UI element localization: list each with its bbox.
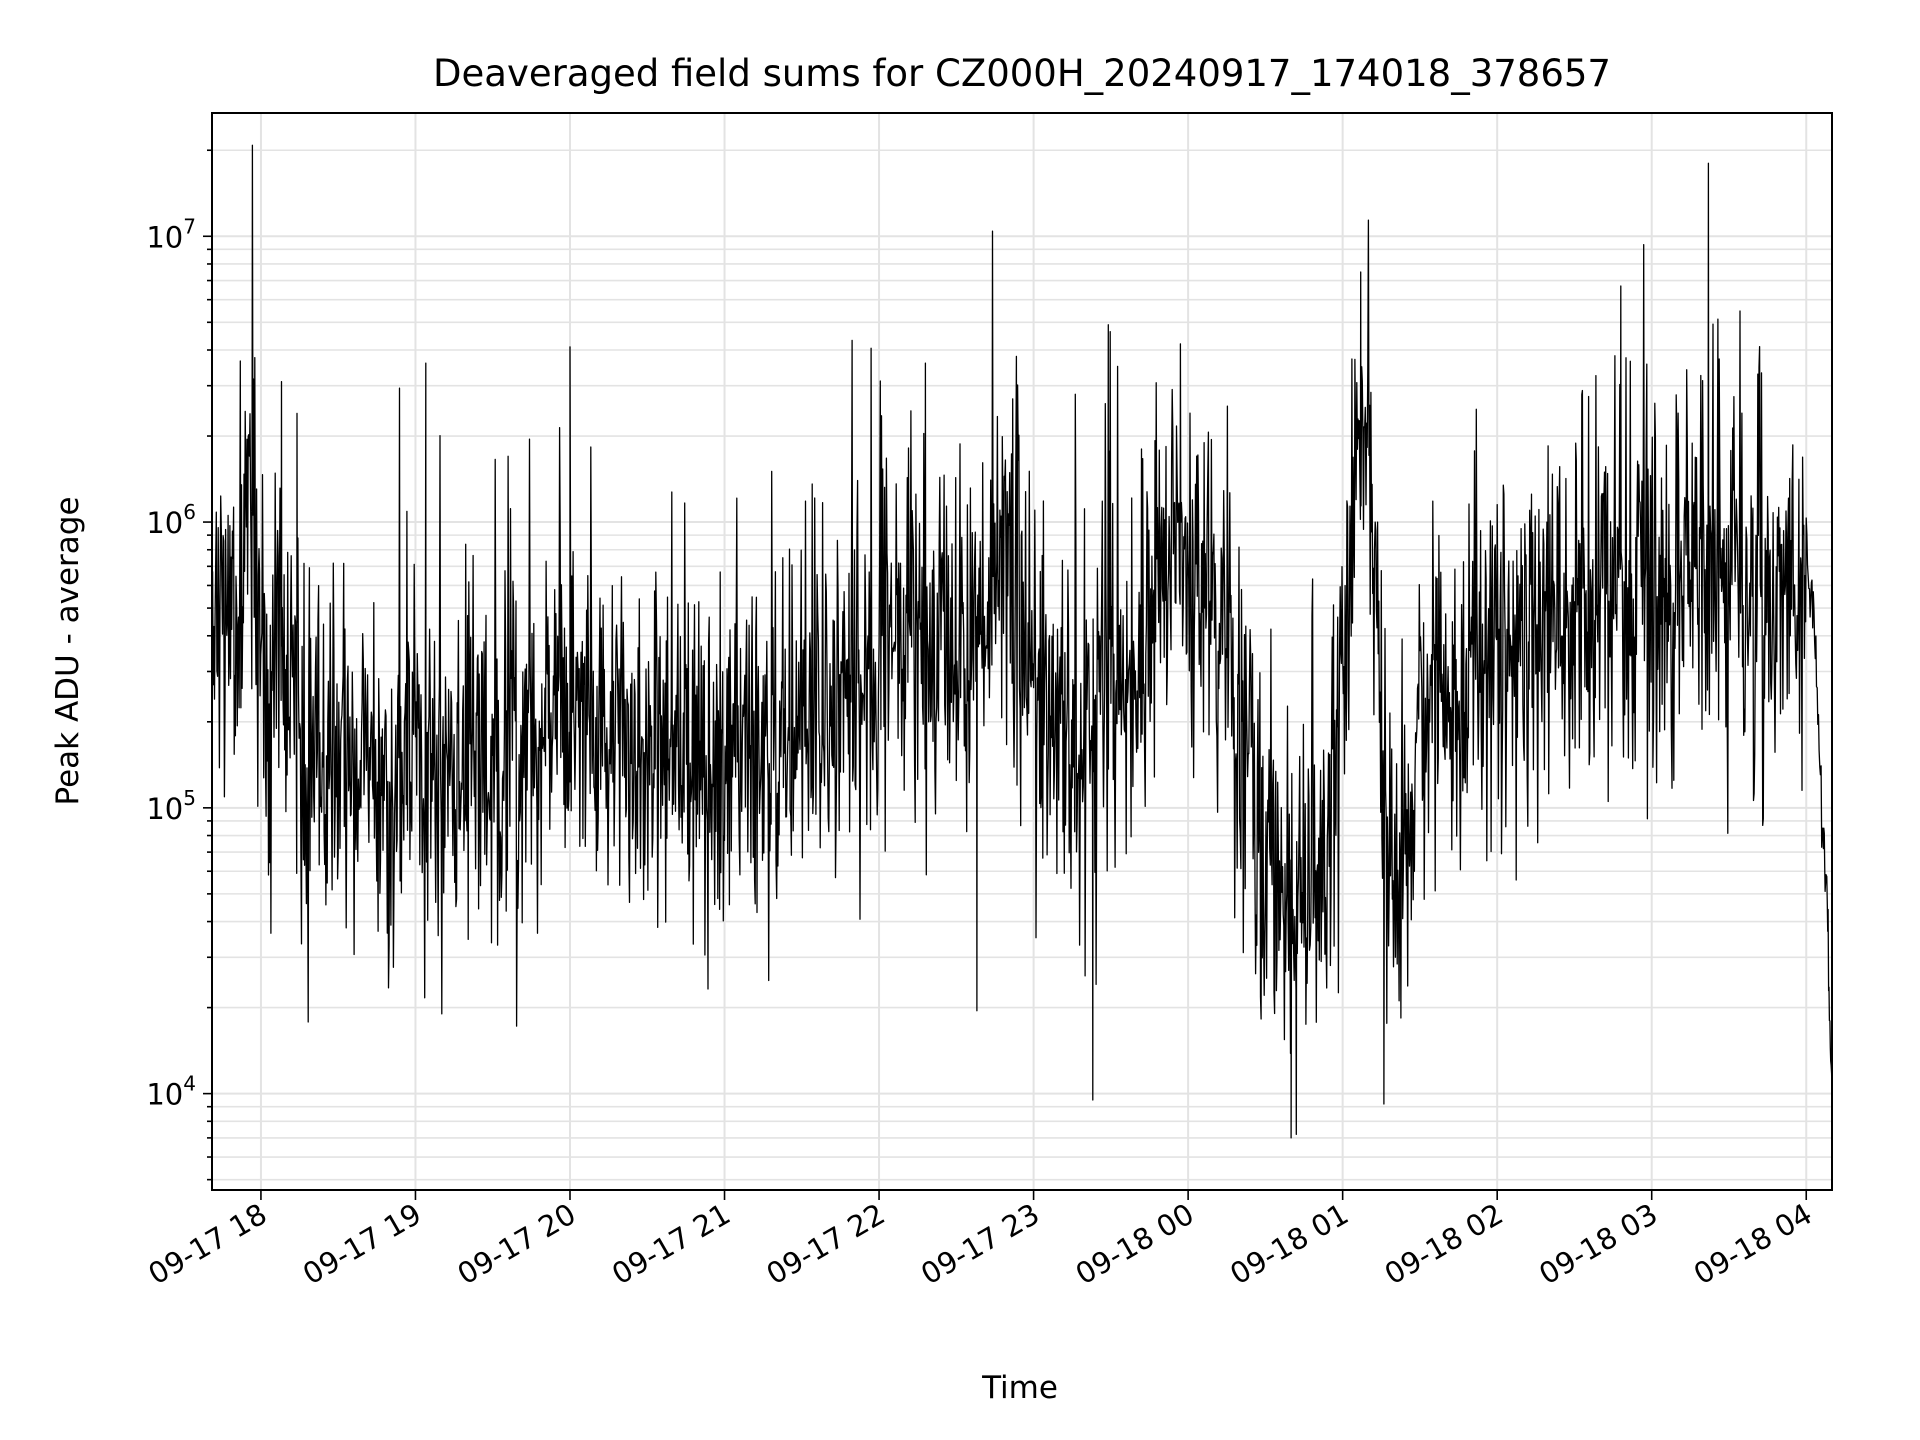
plot-frame — [211, 112, 1833, 1191]
x-axis-label: Time — [981, 1370, 1058, 1406]
y-tick-label: 106 — [146, 500, 196, 540]
y-tick-label: 105 — [146, 786, 196, 826]
plot-data — [211, 144, 1833, 1139]
y-tick-label: 104 — [146, 1072, 196, 1112]
series-line — [211, 144, 1833, 1139]
y-tick-label: 107 — [146, 214, 196, 254]
y-axis-label: Peak ADU - average — [50, 496, 86, 805]
chart-title: Deaveraged field sums for CZ000H_2024091… — [433, 52, 1611, 95]
